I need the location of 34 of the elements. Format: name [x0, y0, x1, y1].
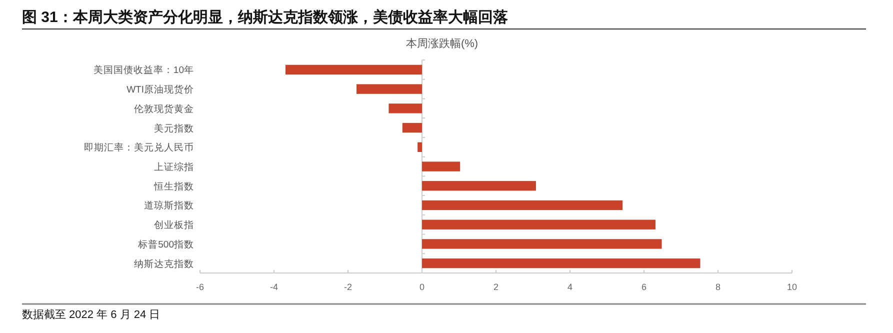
bar — [285, 64, 422, 75]
x-tick-label: 6 — [641, 282, 647, 292]
y-tick-label: 美国国债收益率：10年 — [93, 64, 194, 76]
bar — [388, 104, 422, 114]
bar — [422, 220, 656, 230]
bar — [422, 181, 536, 191]
bar — [422, 162, 460, 172]
bar — [402, 122, 422, 133]
x-tick-label: 2 — [493, 282, 499, 292]
y-tick-label: WTI原油现货价 — [126, 84, 194, 96]
bar — [356, 84, 422, 94]
y-tick-label: 纳斯达克指数 — [134, 258, 194, 270]
bar — [422, 239, 662, 249]
y-tick-label: 创业板指 — [154, 219, 194, 232]
x-tick-label: -4 — [270, 282, 278, 292]
bar — [418, 142, 422, 152]
chart-subtitle: 本周涨跌幅(%) — [406, 37, 478, 50]
y-tick-label: 标普500指数 — [137, 238, 194, 250]
chart-title: 图 31：本周大类资产分化明显，纳斯达克指数领涨，美债收益率大幅回落 — [22, 8, 509, 26]
y-tick-label: 即期汇率：美元兑人民币 — [84, 142, 194, 154]
x-tick-label: 8 — [715, 282, 721, 292]
x-tick-label: -2 — [344, 282, 352, 292]
text: 数据截至 2022 年 6 月 24 日 — [22, 308, 160, 321]
x-tick-label: -6 — [196, 282, 204, 292]
y-tick-label: 恒生指数 — [153, 180, 194, 192]
x-tick-label: 0 — [419, 282, 425, 292]
x-tick-label: 10 — [786, 282, 798, 292]
y-tick-label: 上证综指 — [154, 161, 194, 173]
y-tick-label: 道琼斯指数 — [144, 200, 194, 212]
bar — [422, 258, 700, 268]
y-tick-label: 伦敦现货黄金 — [134, 102, 194, 115]
bar — [422, 200, 623, 210]
y-tick-label: 美元指数 — [154, 122, 194, 134]
x-tick-label: 4 — [567, 282, 573, 292]
